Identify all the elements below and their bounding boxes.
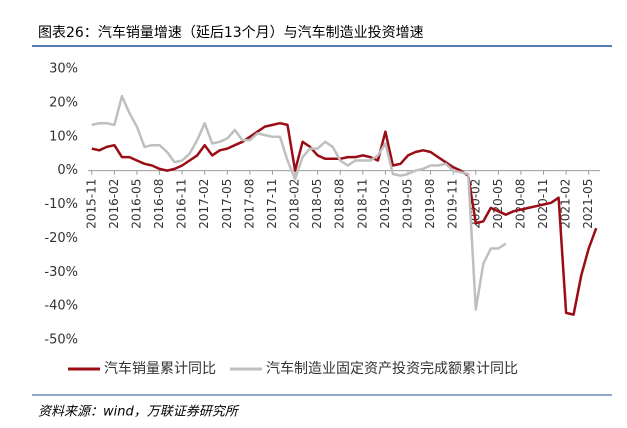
y-tick-label: -30% xyxy=(44,265,78,280)
x-tick-label: 2019-11 xyxy=(446,179,460,229)
y-tick-label: 20% xyxy=(49,95,78,110)
x-tick-label: 2017-11 xyxy=(265,179,279,229)
series-line xyxy=(91,121,598,316)
x-tick-label: 2016-02 xyxy=(107,179,121,229)
x-tick-label: 2018-05 xyxy=(310,179,324,229)
legend-label: 汽车制造业固定资产投资完成额累计同比 xyxy=(266,360,518,377)
source: 资料来源：wind，万联证券研究所 xyxy=(38,404,240,420)
x-tick-label: 2016-11 xyxy=(175,179,189,229)
y-tick-label: -10% xyxy=(44,197,78,212)
x-tick-label: 2020-05 xyxy=(491,179,505,229)
x-tick-label: 2019-02 xyxy=(378,179,392,229)
x-tick-label: 2019-08 xyxy=(423,179,437,229)
chart-title: 图表26：汽车销量增速（延后13个月）与汽车制造业投资增速 xyxy=(38,24,424,41)
x-tick-label: 2015-11 xyxy=(84,179,98,229)
x-tick-label: 2018-02 xyxy=(288,179,302,229)
x-tick-label: 2017-08 xyxy=(242,179,256,229)
legend-label: 汽车销量累计同比 xyxy=(104,360,216,377)
x-tick-label: 2017-02 xyxy=(197,179,211,229)
y-tick-label: 30% xyxy=(49,62,78,77)
x-tick-label: 2018-11 xyxy=(355,179,369,229)
x-tick-label: 2019-05 xyxy=(401,179,415,229)
y-tick-label: 0% xyxy=(57,163,78,178)
series-line xyxy=(91,94,507,311)
x-tick-label: 2017-05 xyxy=(220,179,234,229)
y-tick-label: -50% xyxy=(44,333,78,348)
y-tick-label: -20% xyxy=(44,231,78,246)
x-tick-label: 2021-05 xyxy=(581,179,595,229)
x-tick-label: 2018-08 xyxy=(333,179,347,229)
x-tick-label: 2020-08 xyxy=(513,179,527,229)
x-tick-label: 2021-02 xyxy=(559,179,573,229)
y-tick-label: 10% xyxy=(49,129,78,144)
y-tick-label: -40% xyxy=(44,299,78,314)
x-tick-label: 2016-08 xyxy=(152,179,166,229)
x-tick-label: 2016-05 xyxy=(129,179,143,229)
